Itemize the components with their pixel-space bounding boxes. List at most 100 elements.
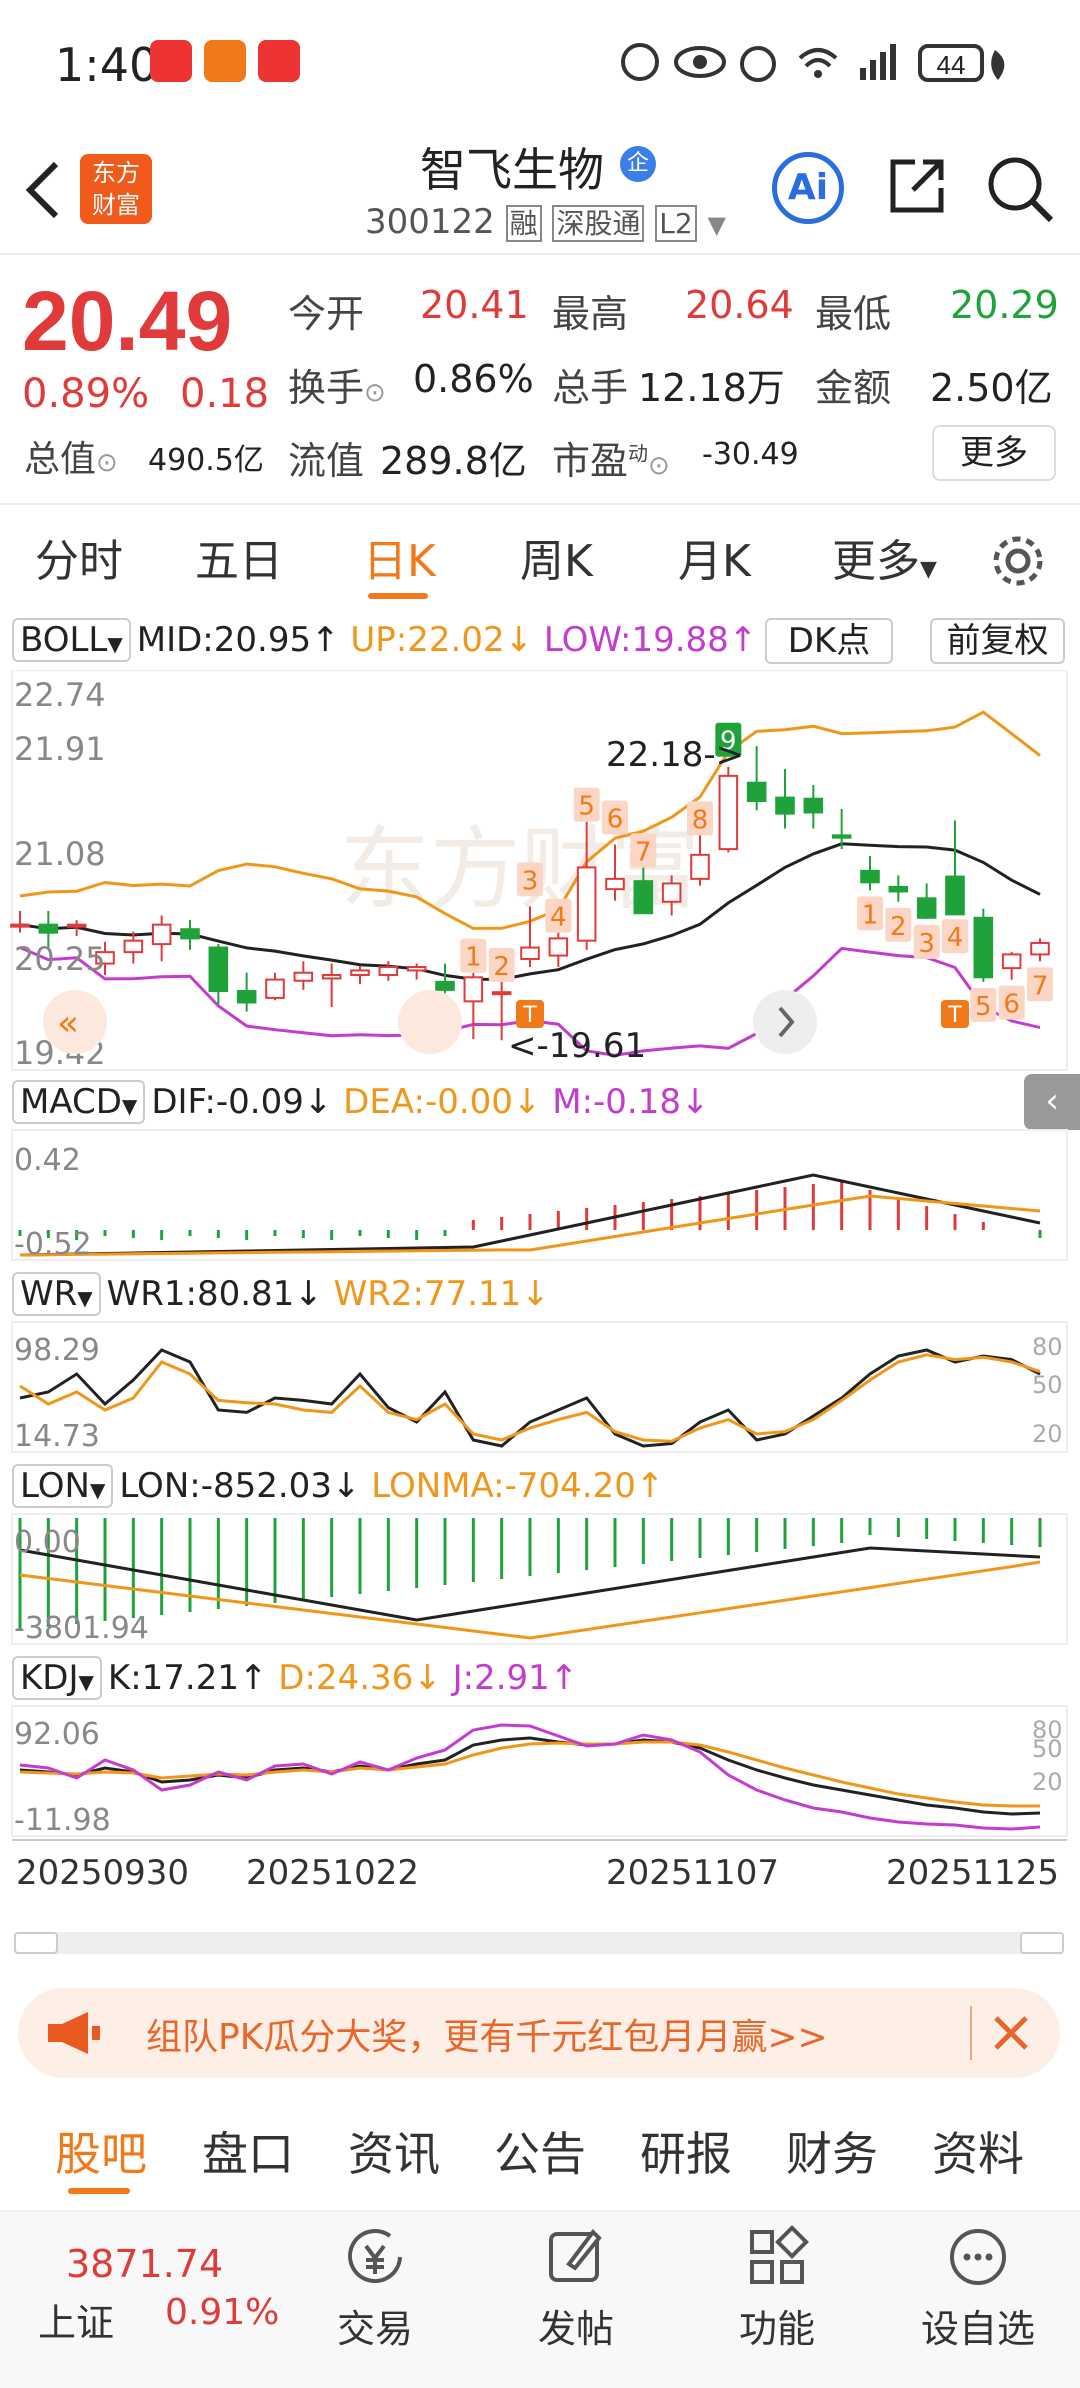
tab-news[interactable]: 资讯 [348,2127,440,2181]
caret-down-icon: ▼ [107,632,123,656]
turnover-label-text: 换手 [288,366,365,410]
candle-body [973,916,994,979]
signal-count: 2 [493,952,510,982]
kdj-chart [19,1723,1041,1831]
caret-down-icon: ▼ [89,1478,106,1502]
candle-body [1030,941,1050,956]
add-watchlist-button[interactable]: 设自选 [908,2212,1048,2353]
signal-box [913,924,940,959]
kdj-header: KDJ▼ K:17.21↑ D:24.36↓ J:2.91↑ [12,1656,578,1700]
mktcap-label-text: 总值 [24,439,97,480]
range-scrollbar[interactable] [14,1932,1064,1954]
kdj-d: D:24.36↓ [278,1658,442,1698]
wr-selector[interactable]: WR▼ [12,1272,101,1316]
signal-box [488,947,515,982]
boll-up: UP:22.02↓ [350,620,534,660]
y-tick: 98.29 [14,1333,100,1368]
kdj-j-line [19,1723,1041,1831]
system-status-icons: 44 [621,43,1005,82]
notification-icon [258,40,300,82]
tab-orderbook[interactable]: 盘口 [202,2127,294,2181]
scroll-right-button[interactable] [753,990,817,1054]
tab-profile[interactable]: 资料 [932,2127,1024,2181]
last-price: 20.49 [22,274,233,368]
tab-forum[interactable]: 股吧 [55,2127,147,2181]
tab-monthly-k[interactable]: 月K [678,536,751,587]
functions-button[interactable]: 功能 [707,2212,847,2353]
tab-financials[interactable]: 财务 [786,2127,878,2181]
candle-body [321,974,342,980]
y-tick: -0.52 [14,1227,92,1262]
t-marker-label: T [947,1003,962,1028]
info-icon[interactable]: ⊙ [364,378,386,408]
kdj-selector[interactable]: KDJ▼ [12,1656,102,1700]
adjust-button[interactable]: 前复权 [930,618,1065,664]
candle-body [350,969,370,977]
candle-body [945,875,965,916]
y-tick: 0.42 [14,1143,81,1178]
info-icon[interactable]: ⊙ [96,448,118,478]
scroll-left-button[interactable] [43,990,107,1054]
tab-more[interactable]: 更多▼ [832,525,937,589]
tab-weekly-k[interactable]: 周K [520,536,593,587]
tab-five-day[interactable]: 五日 [195,536,283,587]
tab-announcements[interactable]: 公告 [494,2127,586,2181]
y-tick: -3801.94 [14,1611,149,1646]
range-handle-right[interactable] [1020,1932,1064,1954]
signal-count: 7 [1032,971,1049,1001]
candle-body [520,946,540,960]
y-tick: 14.73 [14,1419,100,1454]
candle-body [208,946,229,993]
info-icon[interactable]: ⊙ [648,451,670,481]
post-button[interactable]: 发帖 [506,2212,646,2353]
boll-selector[interactable]: BOLL▼ [12,618,131,662]
close-icon[interactable] [990,2012,1032,2054]
dk-point-button[interactable]: DK点 [765,618,893,664]
promo-banner[interactable]: 组队PK瓜分大奖，更有千元红包月月赢>> [18,1988,1060,2078]
signal-count: 9 [720,727,737,757]
index-ticker[interactable]: 3871.74 上证 0.91% [0,2212,279,2388]
signal-count: 7 [635,837,652,867]
wr-frame [11,1321,1068,1453]
candle-body [38,923,59,934]
candle-body [95,951,115,965]
collapse-panel-icon[interactable]: ‹ [1024,1074,1080,1130]
zoom-in-button[interactable] [398,990,462,1054]
kdj-label: KDJ [20,1658,79,1698]
brand-logo: 东方 财富 [80,154,152,224]
lon-selector[interactable]: LON▼ [12,1464,114,1508]
caret-down-icon[interactable]: ▼ [707,211,726,239]
lon-frame [11,1513,1068,1645]
macd-selector[interactable]: MACD▼ [12,1080,146,1124]
signal-box [942,919,968,954]
signal-count: 2 [890,912,907,942]
double-left-icon: « [57,1003,79,1044]
x-tick: 20251107 [606,1853,779,1893]
more-button[interactable]: 更多 [932,425,1056,481]
range-handle-left[interactable] [14,1932,58,1954]
tab-more-label: 更多 [832,536,920,587]
y-tick: -11.98 [14,1803,111,1838]
y-tick-right: 50 [1032,1735,1063,1763]
tab-research[interactable]: 研报 [640,2127,732,2181]
signal-box [998,985,1025,1020]
trade-button[interactable]: 交易 [305,2212,445,2353]
signal-count: 5 [578,792,595,822]
tab-minute[interactable]: 分时 [35,536,123,587]
macd-m: M:-0.18↓ [552,1082,710,1122]
tab-daily-k[interactable]: 日K [363,536,436,587]
caret-down-icon: ▼ [78,1670,94,1694]
y-tick-right: 20 [1032,1768,1063,1796]
watchlist-label: 设自选 [920,2307,1035,2351]
search-icon[interactable] [985,154,1055,224]
signal-box [517,862,543,897]
signal-count: 3 [522,866,539,896]
banner-text: 组队PK瓜分大奖，更有千元红包月月赢>> [146,2017,828,2058]
back-icon[interactable] [22,160,62,220]
settings-gear-icon[interactable] [990,533,1046,589]
share-icon[interactable] [885,154,949,218]
ai-button[interactable]: Ai [772,152,844,224]
candle-body [10,923,30,928]
logo-text: 东方 [92,159,140,187]
